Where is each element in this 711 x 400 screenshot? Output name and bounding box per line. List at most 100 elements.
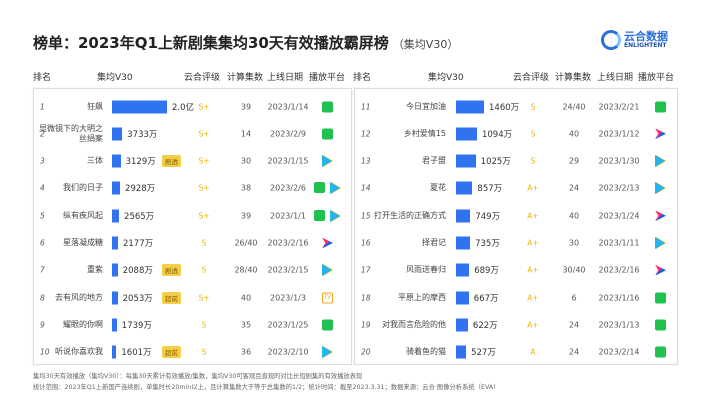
v30-value: 2088万 <box>122 266 153 277</box>
episode-count: 40 <box>568 211 580 221</box>
drama-name: 风雨送春归 <box>406 265 446 275</box>
rank-number: 1 <box>40 102 45 111</box>
rating-grade: A+ <box>527 320 539 330</box>
logo-cn: 云合数据 <box>624 30 668 43</box>
release-date: 2023/2/6 <box>270 183 306 193</box>
rank-number: 12 <box>361 129 371 139</box>
rank-number: 18 <box>361 293 371 303</box>
rank-number: 13 <box>361 156 371 166</box>
release-date: 2023/1/30 <box>598 156 640 166</box>
platform-icons <box>655 264 666 276</box>
episode-count: 29 <box>568 156 580 166</box>
tencent-icon <box>655 155 665 168</box>
drama-name: 择君记 <box>422 238 446 247</box>
drama-name: 耀眼的你啊 <box>63 319 103 329</box>
rating-grade: S+ <box>198 102 210 111</box>
v30-bar <box>112 291 118 305</box>
youku-icon <box>322 237 333 249</box>
rating-grade: S <box>530 102 536 111</box>
v30-value: 622万 <box>472 320 498 331</box>
episode-count: 39 <box>240 102 252 111</box>
v30-value: 1025万 <box>480 157 511 168</box>
rank-number: 7 <box>40 265 45 275</box>
rating-grade: S <box>201 347 207 357</box>
iqiyi-icon <box>655 292 666 304</box>
v30-bar <box>456 100 484 113</box>
youku-icon <box>655 128 666 140</box>
drama-name: 听说你喜欢我 <box>55 347 103 357</box>
iqiyi-icon <box>322 319 333 331</box>
v30-bar <box>112 318 117 332</box>
v30-value: 3733万 <box>127 129 158 140</box>
rating-grade: A+ <box>527 211 539 221</box>
left-table: 1 狂飙 2.0亿 S+ 39 2023/1/14 2 显微镜下的大明之丝绢案 3733万 S+ 1… <box>33 88 352 365</box>
rank-number: 9 <box>40 320 45 330</box>
rating-grade: A+ <box>527 238 539 248</box>
rating-grade: S <box>201 320 207 330</box>
rating-grade: A+ <box>527 183 539 193</box>
drama-name: 纵有疾风起 <box>63 210 103 220</box>
drama-badge: 剧透 <box>162 264 181 277</box>
rank-number: 11 <box>361 102 371 111</box>
drama-name: 对我而言危险的他 <box>382 319 446 329</box>
v30-value: 2.0亿 <box>172 102 195 113</box>
rank-number: 20 <box>361 347 371 357</box>
table-row: 9 耀眼的你啊 1739万 S 35 2023/1/25 <box>34 311 351 338</box>
iqiyi-icon <box>655 346 666 358</box>
table-row: 5 纵有疾风起 2565万 S+ 39 2023/1/1 <box>34 202 351 229</box>
table-row: 19 对我而言危险的他 622万 A+ 24 2023/1/13 <box>355 311 677 338</box>
rating-grade: S+ <box>198 211 210 221</box>
v30-bar <box>456 345 467 359</box>
episode-count: 39 <box>240 211 252 221</box>
v30-value: 2177万 <box>122 239 154 249</box>
iqiyi-icon <box>314 182 325 194</box>
table-row: 11 今日宜加油 1460万 S 24/40 2023/2/21 <box>355 93 677 120</box>
release-date: 2023/2/9 <box>270 129 306 139</box>
release-date: 2023/2/13 <box>598 183 640 193</box>
logo-en: ENLIGHTENT <box>624 42 667 49</box>
episode-count: 6 <box>571 293 577 303</box>
v30-bar <box>456 154 476 168</box>
v30-bar <box>456 318 468 332</box>
iqiyi-icon <box>314 209 325 221</box>
rating-grade: S <box>201 265 207 275</box>
rating-grade: S+ <box>198 156 210 166</box>
rank-number: 3 <box>40 156 45 166</box>
right-col-platform: 播放平台 <box>638 73 675 83</box>
release-date: 2023/1/13 <box>598 320 640 330</box>
platform-icons: TV <box>322 292 333 304</box>
rating-grade: S+ <box>198 293 210 303</box>
rating-grade: S <box>530 129 536 139</box>
drama-name: 乡村爱情15 <box>403 128 446 138</box>
platform-icons <box>655 346 666 358</box>
episode-count: 30 <box>568 238 580 248</box>
episode-count: 36 <box>240 347 252 357</box>
platform-icons <box>655 210 666 222</box>
v30-bar <box>112 345 117 359</box>
rating-grade: A <box>530 347 536 357</box>
episode-count: 40 <box>240 293 252 303</box>
v30-value: 1094万 <box>481 129 513 140</box>
tencent-icon <box>322 264 332 277</box>
v30-bar <box>112 154 121 168</box>
v30-value: 2565万 <box>124 211 155 222</box>
table-row: 18 平原上的摩西 667万 A+ 6 2023/1/16 <box>355 284 677 311</box>
right-col-rank: 排名 <box>353 73 372 83</box>
drama-name: 君子盟 <box>422 156 446 166</box>
v30-bar <box>456 127 477 141</box>
rank-number: 14 <box>361 183 371 193</box>
drama-name: 星落凝成糖 <box>63 238 103 247</box>
v30-bar <box>112 263 118 277</box>
youku-icon <box>655 210 666 222</box>
episode-count: 40 <box>568 129 580 139</box>
platform-icons <box>322 101 333 112</box>
mango-icon: TV <box>322 292 333 304</box>
episode-count: 30 <box>240 156 252 166</box>
v30-value: 3129万 <box>125 157 156 168</box>
iqiyi-icon <box>322 128 333 140</box>
platform-icons <box>655 319 666 331</box>
episode-count: 38 <box>240 183 252 193</box>
rank-number: 10 <box>40 347 50 357</box>
logo: 云合数据 ENLIGHTENT <box>601 30 668 50</box>
rating-grade: A+ <box>527 265 539 275</box>
